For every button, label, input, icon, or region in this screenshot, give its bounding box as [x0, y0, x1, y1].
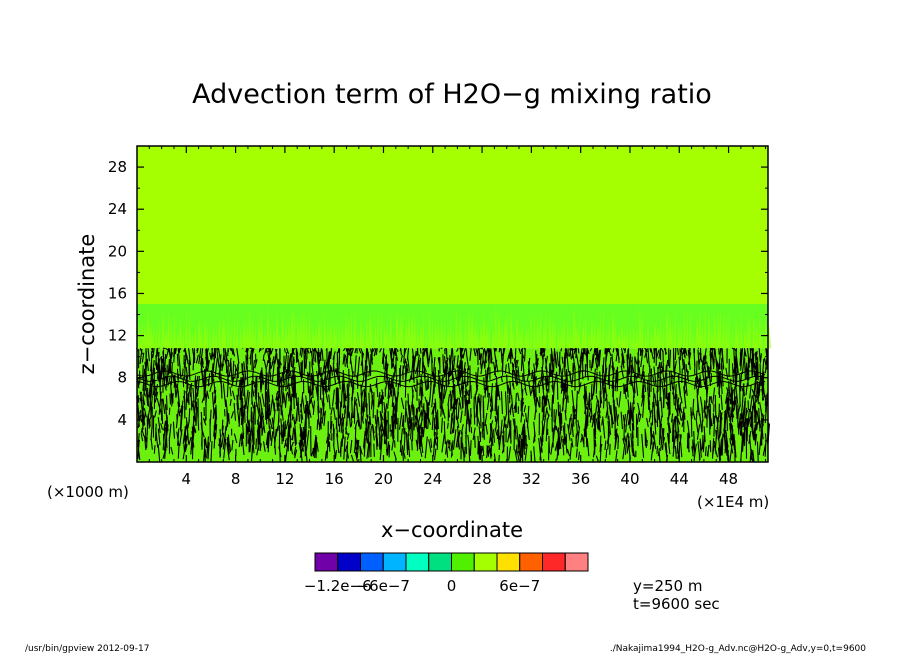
- x-tick-label: 24: [423, 470, 442, 488]
- colorbar-swatch: [337, 552, 361, 572]
- x-tick-label: 32: [522, 470, 541, 488]
- colorbar-labels: −1.2e−6−6e−7 0 6e−7: [304, 577, 540, 595]
- x-scale-note: (×1E4 m): [697, 493, 769, 511]
- upper-region-fill: [137, 146, 768, 304]
- colorbar-swatch: [382, 552, 407, 572]
- lower-contour-lines: [136, 347, 771, 463]
- footer-right: ./Nakajima1994_H2O-g_Adv.nc@H2O-g_Adv,y=…: [610, 644, 866, 654]
- x-tick-label: 12: [275, 470, 294, 488]
- y-tick-label: 20: [108, 242, 127, 260]
- plot-area: [136, 145, 772, 463]
- chart-title: Advection term of H2O−g mixing ratio: [192, 79, 712, 110]
- y-axis-label: z−coordinate: [75, 234, 99, 375]
- colorbar: [314, 552, 589, 572]
- x-tick-label: 16: [325, 470, 344, 488]
- y-tick-label: 24: [108, 200, 127, 218]
- x-tick-label: 48: [719, 470, 738, 488]
- colorbar-label: −6e−7: [357, 577, 410, 595]
- annotation-y-position: y=250 m: [633, 577, 702, 595]
- colorbar-swatch: [314, 552, 339, 572]
- x-tick-label: 20: [374, 470, 393, 488]
- x-unit-label: (×1000 m): [47, 483, 129, 501]
- colorbar-swatch: [542, 552, 566, 572]
- y-tick-label: 12: [108, 327, 127, 345]
- x-tick-label: 36: [571, 470, 590, 488]
- colorbar-swatch: [405, 552, 430, 572]
- horizontal-contour-line: [136, 375, 766, 382]
- colorbar-swatch: [428, 552, 452, 572]
- x-axis-ticks: 4 8 12 16 20 24 28 32 36 40 44 48: [148, 146, 767, 488]
- x-tick-label: 40: [620, 470, 639, 488]
- colorbar-label: −1.2e−6: [304, 577, 372, 595]
- transition-spikes: [137, 304, 772, 349]
- horizontal-contour-line: [136, 370, 766, 377]
- x-axis-label: x−coordinate: [381, 518, 523, 542]
- x-tick-label: 4: [182, 470, 192, 488]
- colorbar-swatch: [519, 552, 543, 572]
- footer-left: /usr/bin/gpview 2012-09-17: [25, 644, 149, 654]
- colorbar-swatch: [360, 552, 384, 572]
- colorbar-swatch: [451, 552, 475, 572]
- annotation-time: t=9600 sec: [633, 595, 720, 613]
- colorbar-swatch: [564, 552, 589, 572]
- x-tick-label: 28: [473, 470, 492, 488]
- colorbar-swatch: [496, 552, 521, 572]
- plot-frame: [136, 145, 769, 463]
- y-tick-label: 28: [108, 158, 127, 176]
- y-axis-ticks: 4 8 12 16 20 24 28: [108, 158, 768, 442]
- x-tick-label: 8: [231, 470, 241, 488]
- colorbar-label: 6e−7: [499, 577, 540, 595]
- colorbar-swatch: [473, 552, 498, 572]
- y-tick-label: 8: [117, 369, 127, 387]
- y-tick-label: 4: [117, 411, 127, 429]
- horizontal-contour-line: [136, 380, 766, 388]
- x-tick-label: 44: [670, 470, 689, 488]
- y-tick-label: 16: [108, 284, 127, 302]
- contour-texture: [136, 304, 772, 463]
- colorbar-label: 0: [447, 577, 457, 595]
